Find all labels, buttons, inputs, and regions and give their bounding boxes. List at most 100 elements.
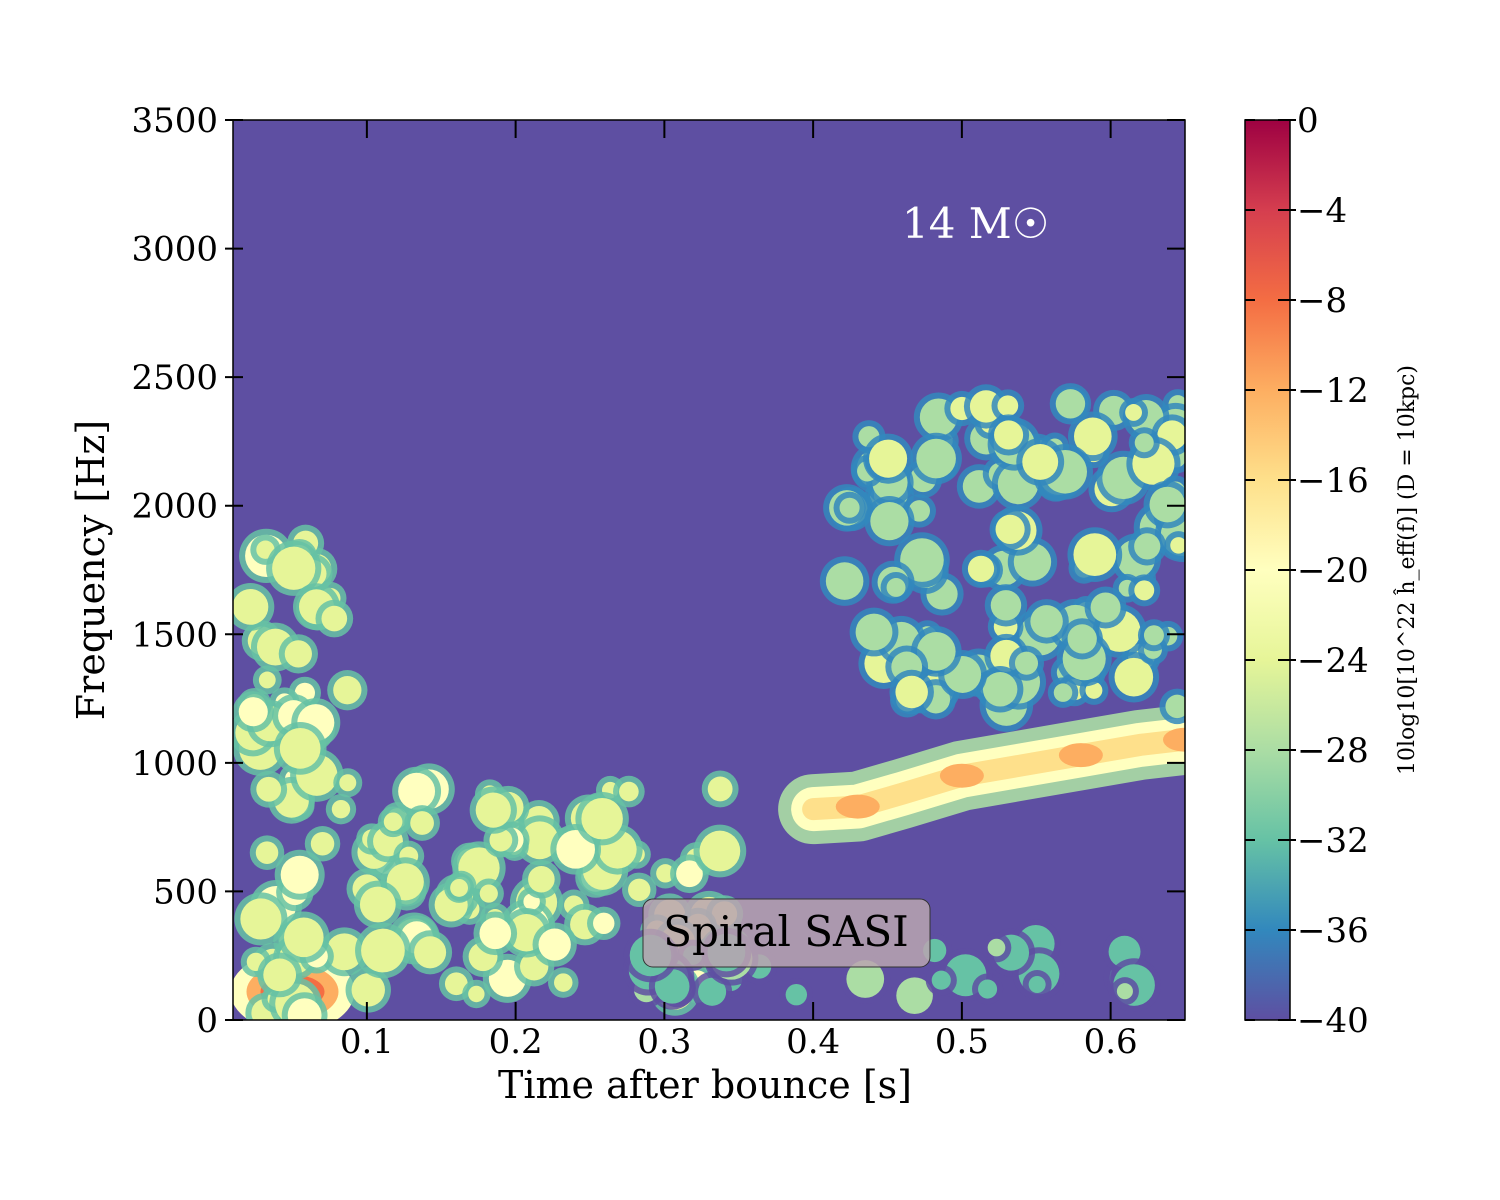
speckle <box>321 605 348 632</box>
speckle <box>1116 983 1133 1000</box>
speckle <box>410 811 434 835</box>
y-tick-label: 2500 <box>131 358 218 398</box>
speckle <box>1114 657 1154 697</box>
colorbar-tick-label: −8 <box>1297 281 1347 321</box>
speckle <box>676 860 703 888</box>
y-tick-label: 1000 <box>131 744 218 784</box>
speckle <box>351 973 385 1007</box>
y-tick-label: 500 <box>153 872 218 912</box>
colorbar-tick-label: −12 <box>1297 371 1369 411</box>
speckle <box>982 672 1018 707</box>
x-axis-label: Time after bounce [s] <box>498 1063 912 1107</box>
speckle <box>383 812 403 832</box>
speckle <box>886 577 906 597</box>
speckle <box>931 970 951 990</box>
speckle <box>1125 404 1142 421</box>
speckle <box>1170 537 1185 554</box>
speckle <box>699 830 741 872</box>
mass-label: 14 M☉ <box>902 199 1049 248</box>
speckle <box>995 514 1025 544</box>
speckle <box>444 972 468 996</box>
colorbar-tick-label: −32 <box>1297 821 1369 861</box>
speckle <box>255 841 279 864</box>
speckle <box>896 977 933 1014</box>
speckle <box>475 792 511 828</box>
speckle <box>994 420 1024 450</box>
speckle <box>1134 533 1161 560</box>
x-tick-label: 0.4 <box>786 1022 840 1062</box>
colorbar-tick-label: 0 <box>1297 101 1319 141</box>
x-tick-label: 0.2 <box>489 1022 543 1062</box>
speckle <box>855 613 893 651</box>
speckle <box>593 912 615 935</box>
heatmap-feature <box>233 524 369 1020</box>
speckle <box>656 864 675 883</box>
heatmap-feature <box>778 704 1185 845</box>
speckle <box>869 439 908 478</box>
speckle <box>468 985 485 1003</box>
speckle <box>978 979 998 999</box>
spiral-sasi-box <box>642 898 931 968</box>
speckle <box>325 933 363 971</box>
speckle <box>263 958 297 992</box>
speckle <box>1055 389 1086 419</box>
speckle <box>359 886 396 923</box>
speckle <box>707 776 733 802</box>
speckle <box>987 938 1006 957</box>
colorbar-tick-label: −28 <box>1297 731 1369 771</box>
speckle <box>310 831 335 856</box>
speckle <box>414 936 447 969</box>
speckle <box>916 438 956 479</box>
speckle <box>284 640 312 668</box>
speckle <box>272 546 316 590</box>
plot-frame <box>232 119 1186 1021</box>
speckle <box>361 928 405 973</box>
speckle <box>825 562 864 600</box>
speckle <box>331 799 351 819</box>
speckle <box>619 781 639 802</box>
speckle <box>581 797 623 840</box>
y-tick-label: 2000 <box>131 487 218 527</box>
speckle <box>628 878 651 902</box>
speckle <box>1073 533 1117 577</box>
x-tick-label: 0.5 <box>935 1022 989 1062</box>
speckle <box>528 865 555 893</box>
speckle <box>997 395 1019 417</box>
speckle <box>1149 486 1185 523</box>
speckle <box>1085 681 1103 699</box>
speckle <box>450 878 469 897</box>
x-tick-label: 0.6 <box>1084 1022 1138 1062</box>
speckle <box>520 821 559 860</box>
speckle <box>398 772 436 810</box>
x-ticks: 0.1 0.2 0.3 0.4 0.5 0.6 <box>340 120 1138 1062</box>
y-ticks: 0 500 1000 1500 2000 2500 3000 3500 <box>131 101 1185 1041</box>
speckle <box>283 917 324 958</box>
speckle <box>1165 694 1185 719</box>
heatmap-feature <box>819 383 1185 732</box>
speckle <box>1053 683 1073 702</box>
speckle <box>538 928 571 961</box>
y-tick-label: 3500 <box>131 101 218 141</box>
speckle <box>1028 975 1046 993</box>
speckle <box>256 776 282 802</box>
speckle <box>240 898 282 940</box>
colorbar-label: 10log10[10^22 ĥ_eff(f)] (D = 10kpc) <box>1393 365 1420 775</box>
speckle <box>846 960 885 998</box>
speckle <box>280 855 319 894</box>
speckle <box>1030 605 1063 638</box>
speckle <box>870 502 909 541</box>
track-hot-spot <box>1163 727 1185 752</box>
y-tick-label: 3000 <box>131 230 218 270</box>
colorbar-tick-label: −36 <box>1297 911 1369 951</box>
speckle <box>479 917 512 950</box>
colorbar-tick-label: −20 <box>1297 551 1369 591</box>
speckle <box>279 728 321 769</box>
spiral-sasi-label: Spiral SASI <box>663 907 908 956</box>
track-hot-spot <box>1058 743 1103 768</box>
speckle <box>1134 580 1155 601</box>
speckle <box>238 697 268 727</box>
colorbar-tick-label: −4 <box>1297 191 1347 231</box>
x-tick-label: 0.3 <box>637 1022 691 1062</box>
speckle <box>556 830 596 869</box>
